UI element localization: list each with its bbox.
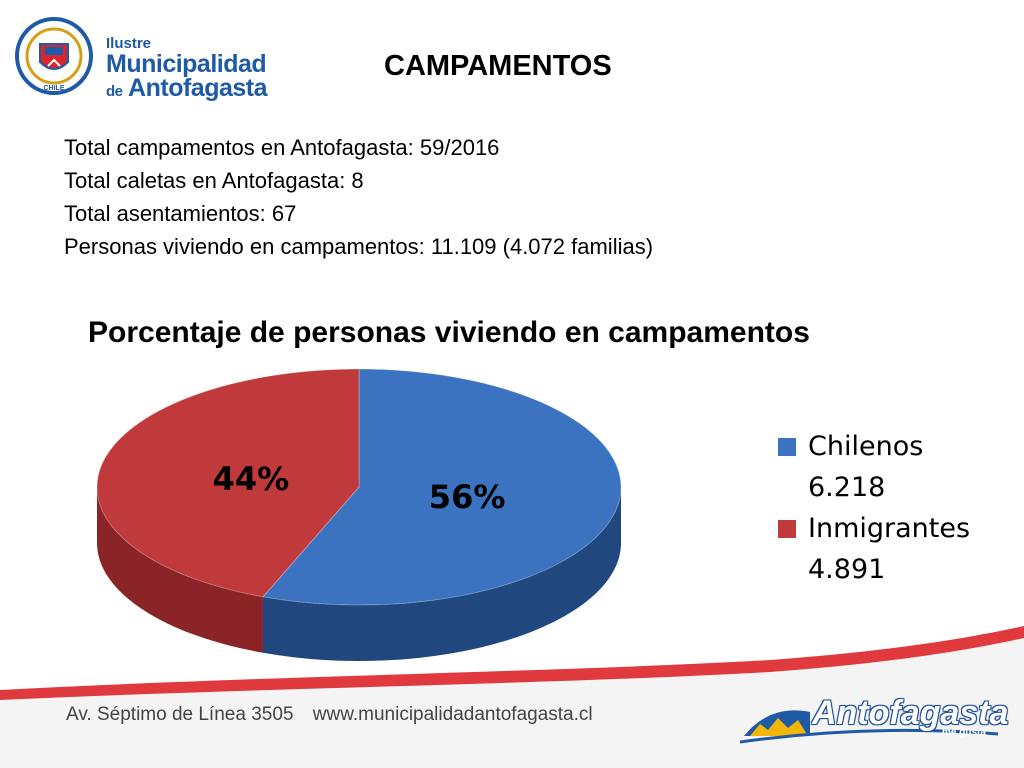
seal-text: CHILE bbox=[44, 85, 65, 92]
logo-line-3-main: Antofagasta bbox=[128, 74, 268, 102]
pie-slice-inmigrantes bbox=[96, 368, 360, 598]
legend-value-inmigrantes: 4.891 bbox=[808, 554, 886, 585]
legend-item-inmigrantes: Inmigrantes 4.891 bbox=[778, 508, 1024, 590]
chart-legend: Chilenos 6.218 Inmigrantes 4.891 bbox=[778, 426, 1024, 590]
logo-line-2: Municipalidad bbox=[106, 50, 267, 78]
footer-website[interactable]: www.municipalidadantofagasta.cl bbox=[312, 704, 593, 725]
stats-list: Total campamentos en Antofagasta: 59/201… bbox=[64, 131, 653, 263]
stat-line: Personas viviendo en campamentos: 11.109… bbox=[64, 234, 654, 259]
pie-label-chilenos: 56% bbox=[429, 478, 506, 516]
municipal-logo: CHILE Ilustre Municipalidad de Antofagas… bbox=[14, 16, 276, 101]
stat-line: Total caletas en Antofagasta: 8 bbox=[64, 168, 364, 193]
stat-line: Total campamentos en Antofagasta: 59/201… bbox=[64, 135, 500, 160]
footer-text: Av. Séptimo de Línea 3505 www.municipali… bbox=[66, 704, 593, 726]
pie-side-chilenos bbox=[262, 487, 621, 661]
pie-slice-chilenos bbox=[262, 368, 622, 606]
stat-line: Total asentamientos: 67 bbox=[64, 201, 297, 226]
chart-title: Porcentaje de personas viviendo en campa… bbox=[88, 316, 810, 349]
brand-logo bbox=[740, 710, 999, 744]
legend-swatch-inmigrantes bbox=[778, 520, 796, 538]
logo-line-1: Ilustre bbox=[106, 35, 152, 52]
legend-label-inmigrantes: Inmigrantes bbox=[808, 513, 971, 544]
footer-address: Av. Séptimo de Línea 3505 bbox=[66, 704, 294, 725]
brand-tagline: me gusta bbox=[942, 727, 986, 738]
logo-wordmark: Ilustre Municipalidad de Antofagasta bbox=[106, 35, 268, 104]
pie-side-inmigrantes bbox=[97, 487, 263, 653]
seal-icon: CHILE bbox=[15, 17, 93, 95]
legend-label-chilenos: Chilenos bbox=[808, 431, 924, 462]
pie-label-inmigrantes: 44% bbox=[213, 460, 290, 498]
legend-value-chilenos: 6.218 bbox=[808, 472, 886, 503]
logo-line-3-prefix: de bbox=[106, 83, 123, 100]
legend-swatch-chilenos bbox=[778, 438, 796, 456]
logo-line-3: de Antofagasta bbox=[106, 74, 268, 104]
legend-item-chilenos: Chilenos 6.218 bbox=[778, 426, 1024, 508]
slide-title: CAMPAMENTOS bbox=[384, 50, 612, 82]
brand-name: Antofagasta bbox=[812, 694, 1009, 732]
